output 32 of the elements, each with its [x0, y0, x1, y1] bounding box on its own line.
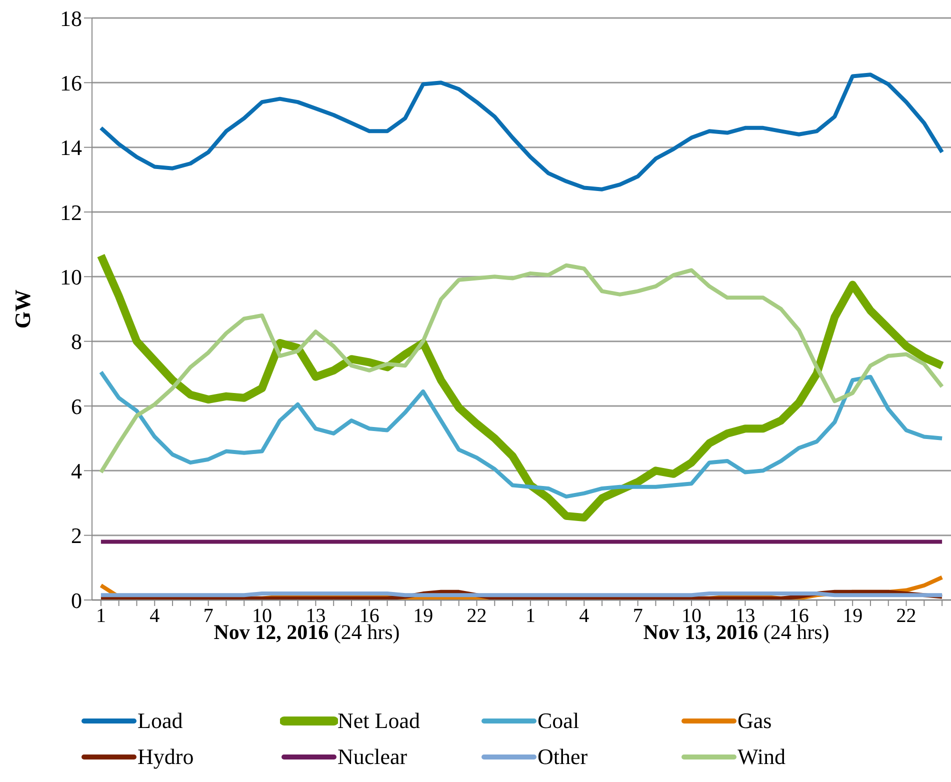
line-series — [98, 72, 944, 192]
legend-label: Hydro — [138, 744, 194, 770]
y-tick-label: 12 — [60, 200, 82, 225]
x-tick-label: 4 — [150, 605, 160, 628]
y-tick-label: 4 — [71, 458, 82, 484]
legend-label: Nuclear — [338, 744, 408, 770]
legend-label: Other — [538, 744, 588, 770]
legend-label: Load — [138, 708, 183, 734]
x-tick-label: 22 — [466, 605, 487, 628]
x-tick-label: 4 — [579, 605, 590, 628]
x-tick-label: 7 — [203, 605, 214, 628]
y-tick-label: 2 — [71, 523, 82, 548]
y-tick-label: 8 — [71, 329, 82, 354]
y-tick-label: 18 — [60, 6, 82, 31]
legend-label: Net Load — [338, 708, 420, 734]
y-axis-title: GW — [10, 289, 35, 329]
line-series — [98, 370, 944, 499]
y-tick-label: 0 — [71, 588, 82, 613]
legend-label: Gas — [738, 708, 772, 734]
line-series — [98, 263, 944, 474]
y-tick-label: 14 — [60, 135, 82, 160]
legend-label: Wind — [738, 744, 786, 770]
y-tick-label: 16 — [60, 70, 82, 96]
x-tick-label: 19 — [842, 605, 863, 628]
x-tick-label: 1 — [96, 605, 106, 628]
y-tick-label: 10 — [60, 264, 82, 290]
x-tick-label: 22 — [896, 605, 916, 628]
y-tick-label: 6 — [71, 394, 82, 419]
x-tick-label: 1 — [525, 605, 536, 628]
x-tick-label: 7 — [632, 605, 643, 628]
legend-label: Coal — [538, 708, 580, 734]
x-tick-label: 19 — [413, 605, 434, 628]
